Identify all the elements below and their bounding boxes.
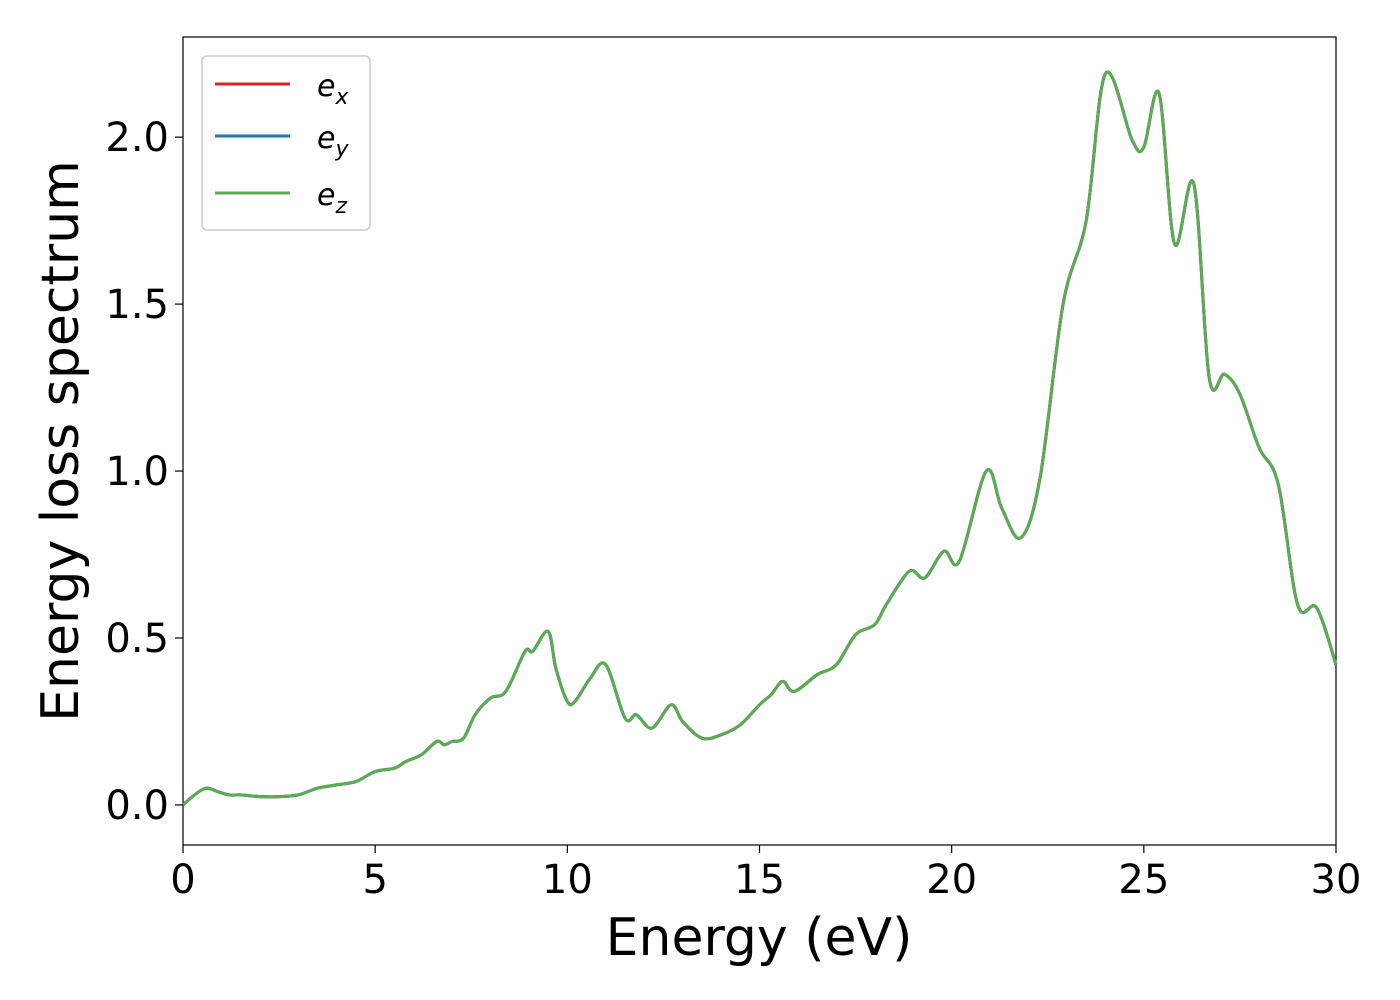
y-tick-label: 1.0 (105, 449, 169, 495)
legend-box (201, 55, 371, 231)
y-ticks: 0.0 0.5 1.0 1.5 2.0 (105, 115, 183, 829)
x-tick-label: 10 (542, 857, 593, 903)
legend-label-ex: ex (317, 69, 349, 110)
series-lines (182, 70, 1338, 807)
x-tick-label: 20 (926, 857, 977, 903)
x-ticks: 0 5 10 15 20 25 30 (170, 845, 1361, 903)
y-tick-label: 1.5 (105, 282, 169, 328)
legend-label-ey: ey (317, 121, 349, 162)
plot-area: 0 5 10 15 20 25 30 0.0 0.5 1.0 1.5 2.0 (105, 36, 1361, 903)
x-tick-label: 15 (734, 857, 785, 903)
y-tick-label: 2.0 (105, 115, 169, 161)
x-tick-label: 5 (362, 857, 387, 903)
x-tick-label: 30 (1311, 857, 1362, 903)
y-axis-label: Energy loss spectrum (31, 160, 91, 722)
y-tick-label: 0.5 (105, 616, 169, 662)
x-tick-label: 25 (1118, 857, 1169, 903)
plot-frame (182, 36, 1337, 846)
series-line-ez (182, 70, 1338, 807)
x-axis-label: Energy (eV) (606, 908, 913, 968)
legend: ex ey ez (201, 55, 371, 231)
y-tick-label: 0.0 (105, 783, 169, 829)
x-tick-label: 0 (170, 857, 195, 903)
